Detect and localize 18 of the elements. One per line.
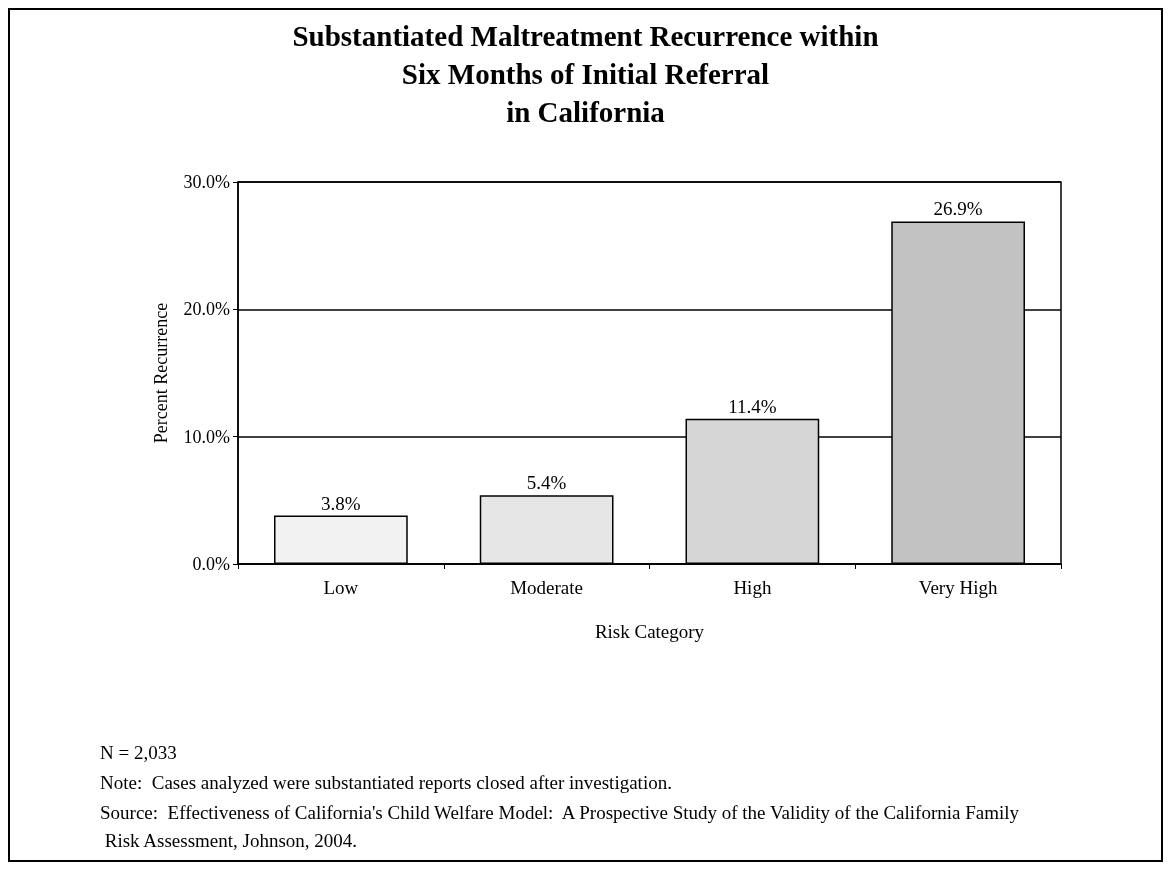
- y-tick-label: 20.0%: [183, 299, 230, 320]
- x-tick-label: Low: [323, 577, 359, 598]
- text: Note: Cases analyzed were substantiated reports closed after investigation.: [100, 771, 672, 793]
- source-note: Source: Effectiveness of California's Child Welfare Model: A Prospective Study of the Validity of the California Family Risk Assessment, Johnson, 2004.: [100, 801, 1020, 851]
- y-tick-label: 10.0%: [183, 426, 230, 447]
- data-label: 26.9%: [933, 198, 983, 220]
- data-label: 5.4%: [526, 472, 567, 494]
- y-tick-label: 30.0%: [183, 172, 230, 192]
- x-tick-label: Moderate: [510, 577, 584, 598]
- data-label: 3.8%: [321, 492, 361, 514]
- x-tick-label: Very High: [918, 577, 998, 598]
- y-tick-label: 0.0%: [192, 554, 230, 574]
- x-tick-label: High: [733, 577, 772, 598]
- y-axis-title: Percent Recurrence: [151, 302, 171, 444]
- x-axis-title: Risk Category: [594, 621, 705, 642]
- data-label: 11.4%: [728, 395, 777, 417]
- text: N = 2,033: [100, 741, 177, 763]
- chart-title: Substantiated Maltreatment Recurrence within Six Months of Initial Referral in California: [292, 20, 879, 128]
